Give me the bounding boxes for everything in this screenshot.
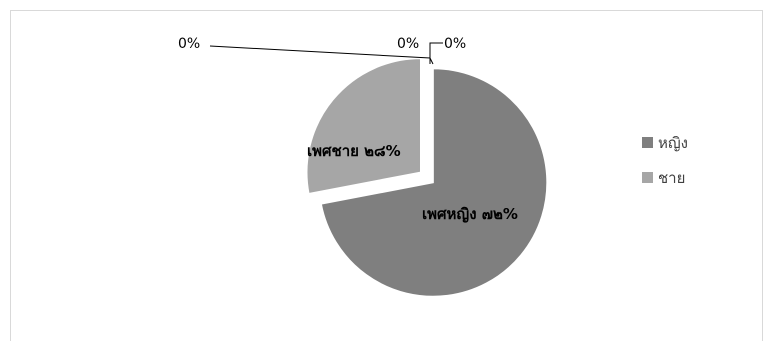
data-label-male: เพศชาย ๒๘% — [307, 142, 401, 160]
data-label-female: เพศหญิง ๗๒% — [422, 205, 518, 223]
pie-slice-male — [306, 57, 422, 195]
legend-label-female: หญิง — [658, 134, 688, 152]
leader-line-0b — [429, 42, 443, 64]
pie-slices — [306, 57, 548, 298]
legend-label-male: ชาย — [658, 169, 685, 187]
leader-lines — [209, 42, 443, 65]
legend: หญิง ชาย — [642, 134, 688, 187]
pie-slice-female — [320, 67, 548, 298]
legend-swatch-female — [642, 137, 653, 148]
data-label-extra: 0% — [178, 36, 200, 52]
data-label-4: 0% — [444, 36, 466, 52]
data-label-3: 0% — [397, 36, 419, 52]
legend-swatch-male — [642, 172, 653, 183]
